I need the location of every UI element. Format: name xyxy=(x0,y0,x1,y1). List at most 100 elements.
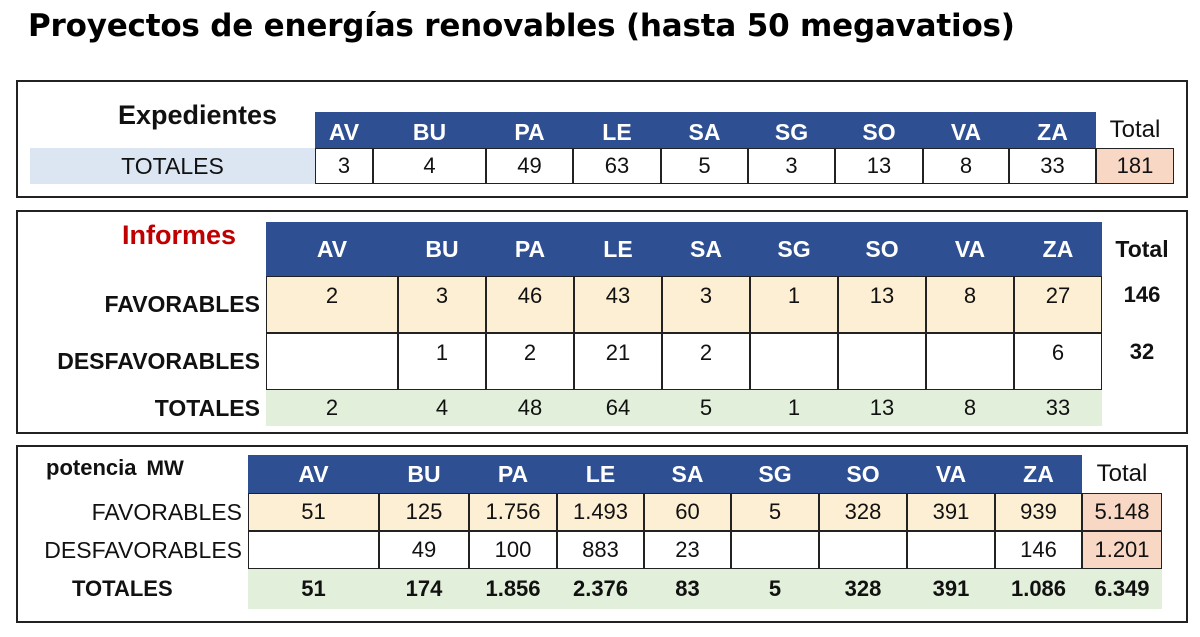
informes-value-favorables-za: 27 xyxy=(1014,276,1102,333)
province-header: ZA xyxy=(1009,112,1096,148)
province-header: SG xyxy=(750,222,838,276)
informes-value-favorables-le: 43 xyxy=(574,276,662,333)
expedientes-label: Expedientes xyxy=(118,100,278,130)
total-header: Total xyxy=(1109,116,1161,143)
potencia-value-favorables-va: 391 xyxy=(907,493,995,531)
potencia-unit: MW xyxy=(146,457,184,480)
informes-total-desfavorables: 32 xyxy=(1129,339,1155,364)
potencia-row-label-totales: TOTALES xyxy=(72,576,173,601)
province-header: SA xyxy=(661,112,748,148)
informes-value-favorables-sg: 1 xyxy=(750,276,838,333)
informes-value-totales-so: 13 xyxy=(838,390,926,426)
expedientes-total: 181 xyxy=(1096,148,1174,184)
potencia-title: potencia xyxy=(46,455,137,480)
province-header: LE xyxy=(557,455,644,493)
informes-value-totales-bu: 4 xyxy=(398,390,486,426)
province-header: AV xyxy=(266,222,398,276)
expedientes-row-label: TOTALES xyxy=(30,148,315,184)
total-header: Total xyxy=(1115,235,1169,262)
informes-value-desfavorables-bu: 1 xyxy=(398,333,486,390)
informes-value-totales-sg: 1 xyxy=(750,390,838,426)
potencia-value-totales-sa: 83 xyxy=(644,569,731,609)
potencia-value-totales-bu: 174 xyxy=(379,569,469,609)
informes-value-favorables-so: 13 xyxy=(838,276,926,333)
expedientes-value-sg: 3 xyxy=(748,148,835,184)
potencia-value-favorables-le: 1.493 xyxy=(557,493,644,531)
potencia-value-desfavorables-za: 146 xyxy=(995,531,1082,569)
potencia-value-desfavorables-av xyxy=(248,531,379,569)
informes-value-totales-pa: 48 xyxy=(486,390,574,426)
province-header: ZA xyxy=(1014,222,1102,276)
potencia-panel: potencia MW AV BU PA LE SA SG SO VA ZA Total FAVORA… xyxy=(16,445,1188,623)
informes-row-label-favorables: FAVORABLES xyxy=(104,291,260,317)
province-header: SO xyxy=(835,112,923,148)
province-header: PA xyxy=(486,222,574,276)
province-header: PA xyxy=(469,455,557,493)
expedientes-value-so: 13 xyxy=(835,148,923,184)
informes-value-desfavorables-le: 21 xyxy=(574,333,662,390)
potencia-total-totales: 6.349 xyxy=(1082,569,1162,609)
informes-value-totales-va: 8 xyxy=(926,390,1014,426)
expedientes-value-za: 33 xyxy=(1009,148,1096,184)
potencia-value-favorables-sa: 60 xyxy=(644,493,731,531)
potencia-value-totales-sg: 5 xyxy=(731,569,819,609)
potencia-value-desfavorables-le: 883 xyxy=(557,531,644,569)
informes-value-desfavorables-sg xyxy=(750,333,838,390)
potencia-value-desfavorables-sg xyxy=(731,531,819,569)
potencia-value-totales-av: 51 xyxy=(248,569,379,609)
informes-value-totales-za: 33 xyxy=(1014,390,1102,426)
potencia-value-favorables-za: 939 xyxy=(995,493,1082,531)
province-header: LE xyxy=(573,112,661,148)
total-header: Total xyxy=(1096,460,1148,487)
province-header: VA xyxy=(923,112,1009,148)
informes-value-favorables-pa: 46 xyxy=(486,276,574,333)
province-header: SA xyxy=(644,455,731,493)
informes-value-desfavorables-sa: 2 xyxy=(662,333,750,390)
informes-value-totales-le: 64 xyxy=(574,390,662,426)
potencia-value-favorables-av: 51 xyxy=(248,493,379,531)
informes-row-label-desfavorables: DESFAVORABLES xyxy=(57,348,260,374)
potencia-value-totales-le: 2.376 xyxy=(557,569,644,609)
potencia-value-desfavorables-bu: 49 xyxy=(379,531,469,569)
province-header: AV xyxy=(315,112,373,148)
informes-label: Informes xyxy=(122,220,237,250)
informes-value-desfavorables-za: 6 xyxy=(1014,333,1102,390)
expedientes-value-av: 3 xyxy=(315,148,373,184)
expedientes-panel: Expedientes AV 3 BU 4 PA 49 LE 63 SA 5 SG 3 SO 13 VA 8 Z… xyxy=(16,80,1188,198)
expedientes-value-va: 8 xyxy=(923,148,1009,184)
province-header: BU xyxy=(373,112,486,148)
potencia-value-favorables-bu: 125 xyxy=(379,493,469,531)
province-header: ZA xyxy=(995,455,1082,493)
informes-value-favorables-va: 8 xyxy=(926,276,1014,333)
informes-value-favorables-sa: 3 xyxy=(662,276,750,333)
province-header: SA xyxy=(662,222,750,276)
informes-total-favorables: 146 xyxy=(1123,282,1161,307)
province-header: AV xyxy=(248,455,379,493)
informes-value-favorables-bu: 3 xyxy=(398,276,486,333)
potencia-value-favorables-pa: 1.756 xyxy=(469,493,557,531)
expedientes-value-bu: 4 xyxy=(373,148,486,184)
province-header: LE xyxy=(574,222,662,276)
province-header: SO xyxy=(819,455,907,493)
potencia-value-desfavorables-so xyxy=(819,531,907,569)
province-header: SG xyxy=(731,455,819,493)
potencia-row-label-desfavorables: DESFAVORABLES xyxy=(44,536,242,563)
informes-value-desfavorables-pa: 2 xyxy=(486,333,574,390)
informes-value-totales-sa: 5 xyxy=(662,390,750,426)
potencia-value-totales-va: 391 xyxy=(907,569,995,609)
province-header: BU xyxy=(379,455,469,493)
expedientes-value-pa: 49 xyxy=(486,148,573,184)
potencia-total-desfavorables: 1.201 xyxy=(1082,531,1162,569)
informes-value-desfavorables-av xyxy=(266,333,398,390)
informes-panel: Informes AV BU PA LE SA SG SO VA ZA Total FAVORABL… xyxy=(16,210,1188,434)
potencia-value-totales-pa: 1.856 xyxy=(469,569,557,609)
potencia-value-desfavorables-sa: 23 xyxy=(644,531,731,569)
province-header: BU xyxy=(398,222,486,276)
potencia-label: potencia MW xyxy=(46,455,184,481)
potencia-value-desfavorables-pa: 100 xyxy=(469,531,557,569)
informes-value-favorables-av: 2 xyxy=(266,276,398,333)
expedientes-value-le: 63 xyxy=(573,148,661,184)
province-header: VA xyxy=(907,455,995,493)
province-header: PA xyxy=(486,112,573,148)
potencia-value-favorables-so: 328 xyxy=(819,493,907,531)
